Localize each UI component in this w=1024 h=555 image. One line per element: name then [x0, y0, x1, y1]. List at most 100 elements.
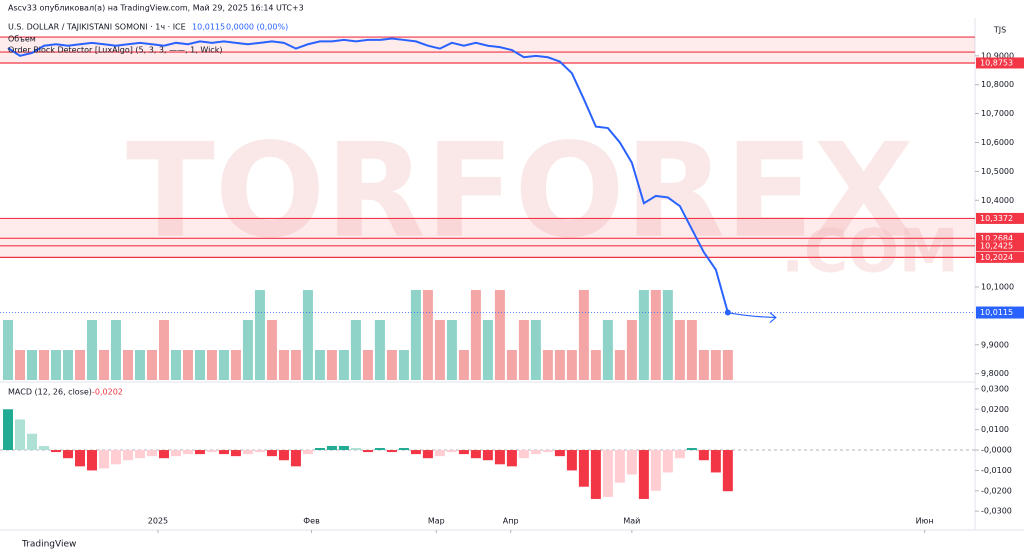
y-tick-label: -0,0200	[981, 486, 1012, 495]
volume-bar	[266, 320, 277, 380]
volume-bar	[362, 350, 373, 380]
macd-bar	[482, 450, 493, 461]
macd-bar	[3, 409, 13, 451]
y-tick-label: 0,0200	[981, 405, 1009, 414]
y-tick-label: 10,7000	[981, 109, 1014, 118]
price-line	[7, 37, 729, 313]
footer: TradingView	[21, 540, 76, 550]
volume-bar	[254, 290, 265, 380]
volume-bar	[482, 320, 493, 380]
macd-bar	[554, 450, 565, 457]
macd-bar	[698, 450, 709, 461]
volume-bar	[230, 350, 241, 380]
macd-bar	[518, 450, 529, 459]
volume-bar	[326, 350, 337, 380]
macd-bar	[662, 450, 673, 473]
volume-bar	[3, 320, 13, 380]
x-tick-label: Апр	[503, 517, 519, 526]
header: Ascv33 опубликовал(а) на TradingView.com…	[8, 4, 304, 13]
volume-bar	[218, 350, 229, 380]
volume-bar	[98, 350, 109, 380]
macd-bar	[470, 450, 481, 459]
level-label-bg	[976, 57, 1024, 69]
y-tick-label: 9,8000	[981, 369, 1009, 378]
macd-bar	[278, 450, 289, 461]
macd-bar	[302, 450, 313, 455]
macd-bar	[134, 450, 145, 459]
macd-bar	[710, 450, 721, 473]
macd-bar	[578, 450, 589, 487]
macd-bar	[542, 450, 553, 453]
x-tick-label: Май	[623, 517, 640, 526]
level-label-bg	[976, 240, 1024, 252]
macd-bar	[50, 450, 61, 453]
volume-bar	[686, 320, 697, 380]
volume-bar	[170, 350, 181, 380]
volume-bar	[446, 320, 457, 380]
macd-bar	[362, 450, 373, 453]
macd-bar	[458, 450, 469, 455]
legend-last: -0,0202	[92, 388, 123, 397]
y-tick-label: 10,1000	[981, 282, 1014, 291]
watermark: TORFOREX	[126, 115, 914, 267]
x-tick-label: Фев	[303, 517, 320, 526]
x-tick-label: Июн	[916, 517, 934, 526]
macd-bar	[638, 450, 649, 499]
volume-bar	[314, 350, 325, 380]
volume-bar	[62, 350, 73, 380]
macd-bar	[506, 450, 517, 467]
volume-bar	[722, 350, 733, 380]
level-label-bg	[976, 251, 1024, 263]
macd-bar	[446, 450, 457, 453]
y-tick-label: -0,0000	[981, 446, 1012, 455]
volume-bar	[434, 320, 445, 380]
volume-bar	[626, 320, 637, 380]
macd-bar	[170, 450, 181, 457]
volume-bar	[518, 320, 529, 380]
y-tick-label: 10,8000	[981, 80, 1014, 89]
legend-indicator: Order Block Detector [LuxAlgo] (5, 3, 3,…	[8, 46, 222, 55]
volume-bar	[470, 290, 481, 380]
volume-bar	[494, 290, 505, 380]
volume-bar	[338, 350, 349, 380]
macd-bar	[86, 450, 97, 471]
y-tick-label: 0,0300	[981, 384, 1009, 393]
volume-bar	[614, 350, 625, 380]
level-label: 10,2425	[980, 241, 1013, 250]
y-tick-label: 10,5000	[981, 167, 1014, 176]
macd-bar	[158, 450, 169, 459]
level-label: 10,2684	[980, 234, 1013, 243]
y-tick-label: 0,0100	[981, 425, 1009, 434]
macd-bar	[350, 447, 361, 451]
volume-bar	[506, 350, 517, 380]
volume-bar	[374, 320, 385, 380]
level-label-bg	[976, 232, 1024, 244]
level-label-bg	[976, 212, 1024, 224]
volume-bar	[410, 290, 421, 380]
volume-bar	[242, 320, 253, 380]
legend-change: 0,0000 (0,00%)	[226, 23, 288, 32]
volume-bar	[674, 320, 685, 380]
macd-bar	[62, 450, 73, 459]
macd-bar	[674, 450, 685, 459]
legend-title: U.S. DOLLAR / TAJIKISTANI SOMONI · 1ч · …	[8, 23, 186, 32]
y-tick-label: -0,0100	[981, 466, 1012, 475]
macd-bar	[182, 450, 193, 455]
order-block	[0, 37, 975, 63]
level-label: 10,2024	[980, 253, 1013, 262]
macd-bar	[26, 433, 37, 451]
macd-bar	[338, 445, 349, 451]
volume-bar	[566, 350, 577, 380]
y-tick-label: -0,0300	[981, 507, 1012, 516]
volume-bar	[134, 350, 145, 380]
macd-bar	[146, 450, 157, 457]
volume-bar	[602, 320, 613, 380]
volume-bar	[650, 290, 661, 380]
macd-bar	[98, 450, 109, 469]
macd-bar	[218, 450, 229, 455]
macd-bar	[650, 450, 661, 491]
volume-bar	[194, 350, 205, 380]
macd-bar	[422, 450, 433, 459]
watermark: .COM	[781, 217, 959, 287]
